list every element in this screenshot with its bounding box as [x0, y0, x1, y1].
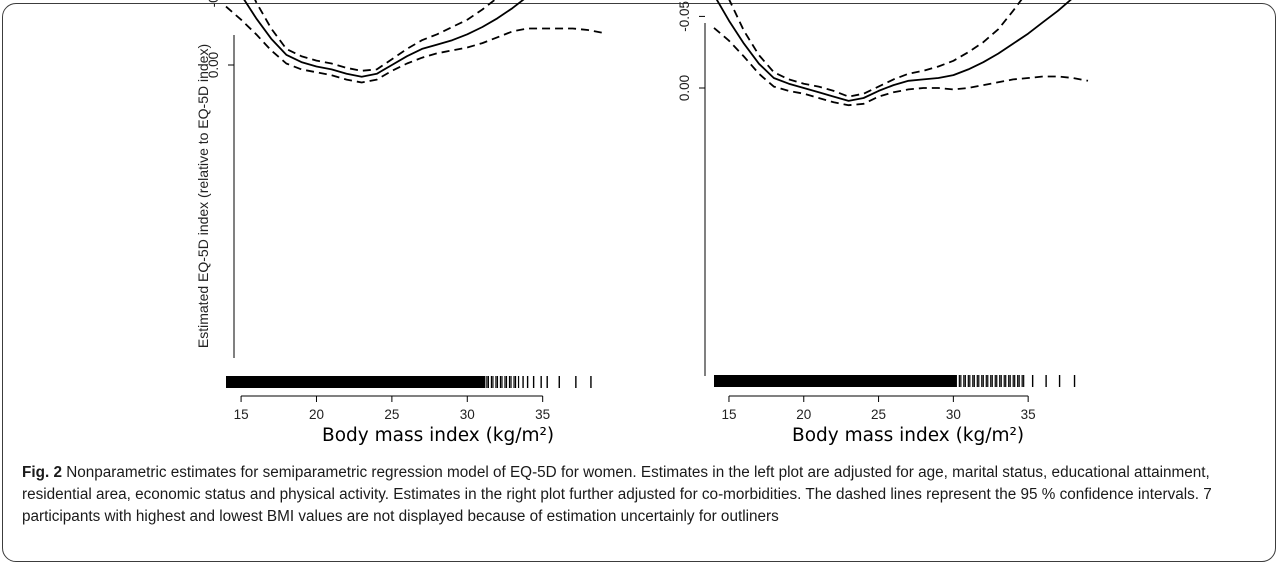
left-y-tick-label: 0.00: [206, 52, 221, 78]
figure-caption: Fig. 2 Nonparametric estimates for semip…: [22, 462, 1258, 527]
right-ci-line-2: [728, 0, 1023, 98]
left-x-tick-label: 35: [535, 407, 550, 422]
right-plot-svg: 0.00-0.05-0.10-0.15-0.201520253035: [677, 0, 1089, 422]
left-plot-svg: 0.00-0.05-0.10-0.15-0.201520253035Estima…: [195, 0, 604, 422]
right-ci-line-1: [713, 27, 1089, 107]
caption-text: Nonparametric estimates for semiparametr…: [22, 464, 1212, 525]
left-y-axis-label: Estimated EQ-5D index (relative to EQ-5D…: [195, 44, 211, 348]
right-x-tick-label: 35: [1021, 407, 1036, 422]
right-x-axis-label: Body mass index (kg/m²): [792, 425, 1025, 446]
right-x-tick-label: 30: [946, 407, 961, 422]
caption-label: Fig. 2: [22, 464, 62, 481]
right-x-tick-label: 25: [871, 407, 886, 422]
left-x-tick-label: 25: [384, 407, 399, 422]
right-estimate-line: [715, 0, 1072, 102]
right-x-tick-label: 20: [796, 407, 811, 422]
figure-frame: [2, 3, 1276, 562]
right-y-tick-label: -0.05: [677, 1, 692, 32]
left-x-tick-label: 30: [460, 407, 475, 422]
left-ci-line-2: [254, 0, 497, 72]
left-estimate-line: [243, 0, 525, 78]
left-ci-line-1: [225, 5, 604, 84]
left-y-tick-label: -0.05: [206, 0, 221, 7]
left-x-tick-label: 15: [234, 407, 249, 422]
left-rug-dense: [226, 376, 486, 388]
right-rug-dense: [714, 375, 957, 387]
right-plot-panel: 0.00-0.05-0.10-0.15-0.201520253035: [665, 0, 1089, 454]
left-x-tick-label: 20: [309, 407, 324, 422]
right-y-tick-label: 0.00: [677, 75, 692, 101]
right-x-tick-label: 15: [721, 407, 736, 422]
left-x-axis-label: Body mass index (kg/m²): [322, 425, 555, 446]
left-plot-panel: 0.00-0.05-0.10-0.15-0.201520253035Estima…: [190, 0, 665, 454]
